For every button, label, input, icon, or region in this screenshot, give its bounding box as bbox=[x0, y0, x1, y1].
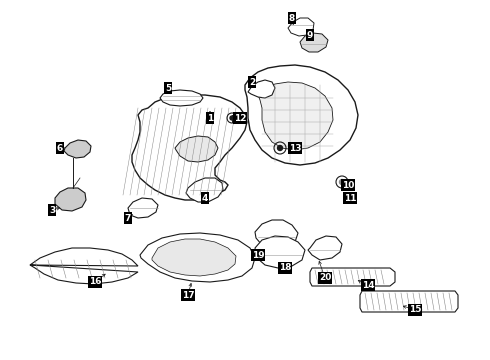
Text: 12: 12 bbox=[234, 113, 246, 122]
Polygon shape bbox=[308, 236, 342, 260]
Polygon shape bbox=[186, 178, 223, 202]
Circle shape bbox=[277, 145, 283, 150]
Polygon shape bbox=[248, 80, 275, 98]
Polygon shape bbox=[245, 65, 358, 165]
Text: 16: 16 bbox=[89, 278, 101, 287]
Polygon shape bbox=[55, 188, 86, 211]
Text: 7: 7 bbox=[125, 213, 131, 222]
Polygon shape bbox=[310, 268, 395, 286]
Text: 17: 17 bbox=[182, 291, 195, 300]
Text: 3: 3 bbox=[49, 206, 55, 215]
Circle shape bbox=[340, 180, 344, 185]
Polygon shape bbox=[30, 248, 138, 284]
Text: 6: 6 bbox=[57, 144, 63, 153]
Polygon shape bbox=[255, 220, 298, 249]
Polygon shape bbox=[152, 239, 236, 276]
Text: 10: 10 bbox=[342, 180, 354, 189]
Polygon shape bbox=[288, 18, 314, 36]
Text: 15: 15 bbox=[409, 306, 421, 315]
Text: 11: 11 bbox=[344, 194, 356, 202]
Text: 8: 8 bbox=[289, 14, 295, 23]
Text: 5: 5 bbox=[165, 84, 171, 93]
Text: 14: 14 bbox=[362, 280, 374, 289]
Polygon shape bbox=[258, 82, 333, 150]
Polygon shape bbox=[140, 233, 255, 282]
Polygon shape bbox=[132, 95, 247, 200]
Text: 2: 2 bbox=[249, 77, 255, 86]
Circle shape bbox=[230, 116, 234, 120]
Text: 20: 20 bbox=[319, 274, 331, 283]
Text: 18: 18 bbox=[279, 264, 291, 273]
Polygon shape bbox=[360, 291, 458, 312]
Text: 1: 1 bbox=[207, 113, 213, 122]
Polygon shape bbox=[300, 33, 328, 52]
Polygon shape bbox=[160, 90, 203, 106]
Polygon shape bbox=[128, 198, 158, 218]
Polygon shape bbox=[64, 140, 91, 158]
Text: 9: 9 bbox=[307, 31, 313, 40]
Text: 19: 19 bbox=[252, 251, 264, 260]
Polygon shape bbox=[255, 236, 305, 268]
Text: 4: 4 bbox=[202, 194, 208, 202]
Polygon shape bbox=[175, 136, 218, 162]
Text: 13: 13 bbox=[289, 144, 301, 153]
